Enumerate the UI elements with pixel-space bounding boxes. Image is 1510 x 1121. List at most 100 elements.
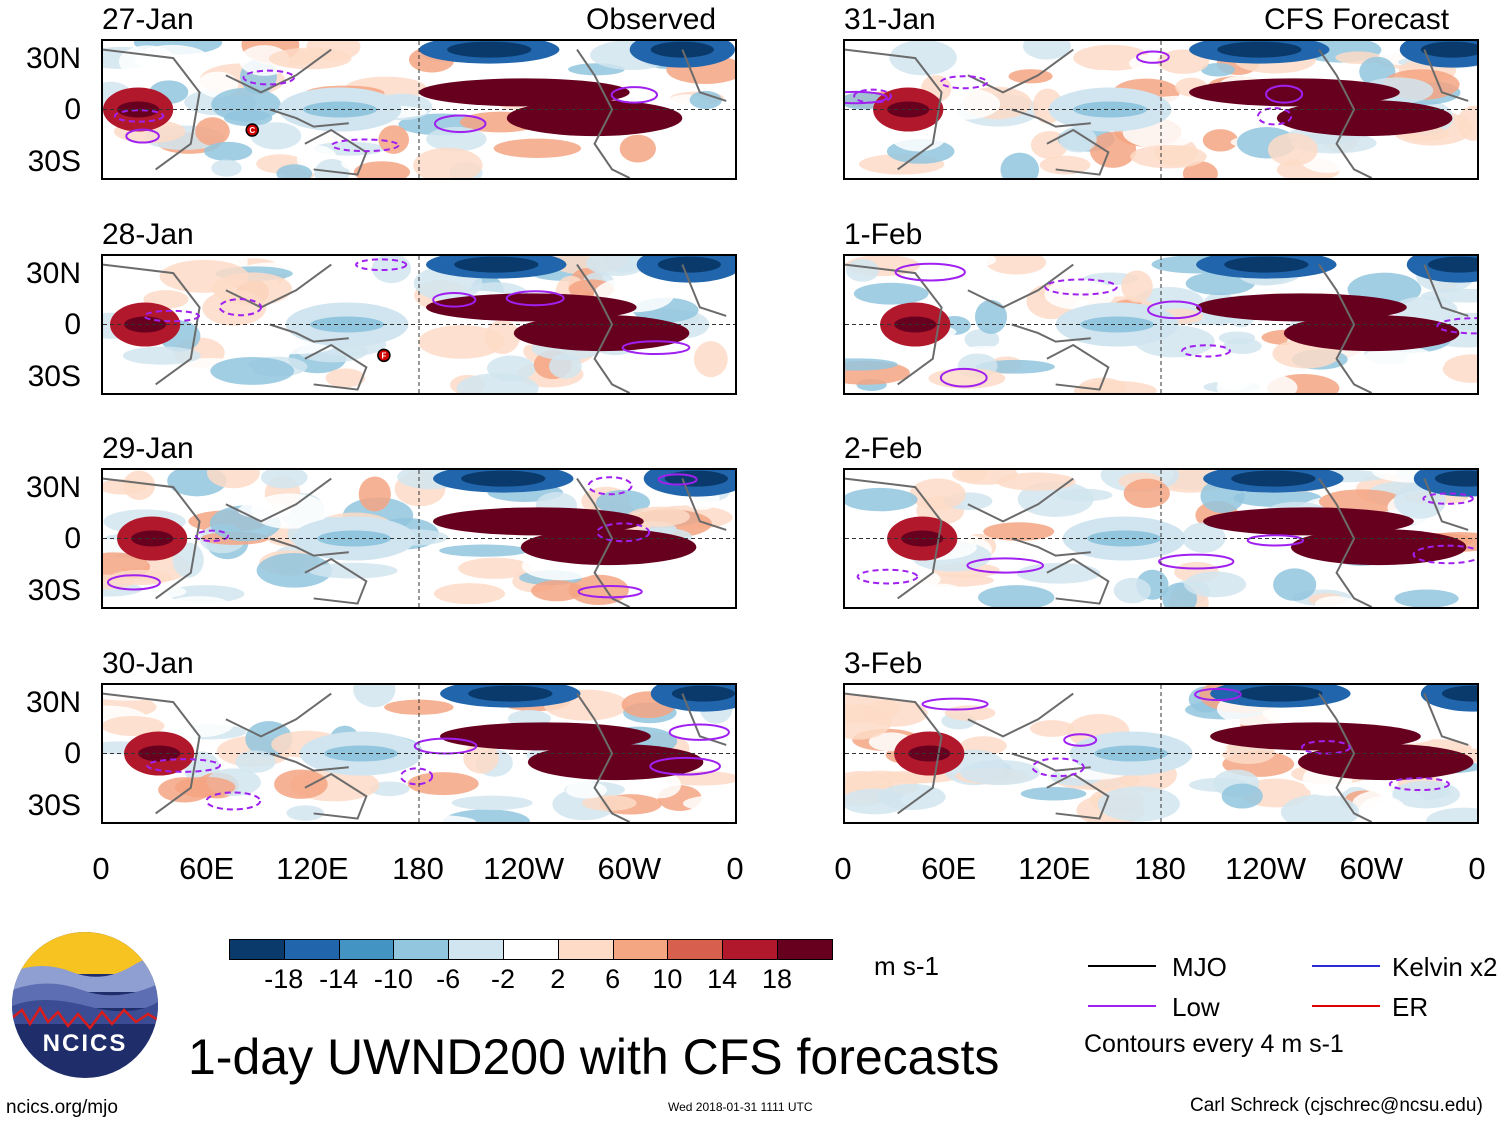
- anomaly-blob: [109, 569, 172, 586]
- low-contour: [921, 697, 989, 711]
- anomaly-blob: [103, 685, 171, 701]
- anomaly-blob: [845, 694, 900, 724]
- legend-low-label: Low: [1172, 992, 1220, 1022]
- anomaly-blob: [845, 487, 918, 512]
- coastline: [576, 477, 631, 607]
- forecast-map-panel: [843, 468, 1479, 609]
- y-tick-label: 0: [64, 308, 81, 341]
- anomaly-blob: [968, 279, 1013, 298]
- anomaly-blob: [619, 134, 656, 163]
- colorbar-swatch: [557, 939, 614, 960]
- colorbar-label: 6: [605, 964, 621, 994]
- anomaly-blob: [860, 568, 941, 591]
- low-contour: [1147, 300, 1203, 320]
- coastline: [681, 264, 727, 317]
- low-contour: [939, 367, 988, 388]
- anomaly-blob: [689, 90, 722, 110]
- x-tick-label: 60E: [179, 851, 235, 886]
- anomaly-blob: [996, 472, 1076, 491]
- low-contour: [194, 529, 230, 543]
- anomaly-blob: [1097, 786, 1180, 822]
- low-contour: [1158, 553, 1235, 570]
- anomaly-blob: [250, 493, 329, 529]
- low-contour: [1436, 317, 1477, 335]
- anomaly-blob: [250, 122, 302, 150]
- anomaly-blob: [1213, 354, 1255, 391]
- anomaly-core-inner: [468, 299, 595, 316]
- low-contour: [596, 522, 651, 543]
- wind-anomaly-map: [845, 41, 1477, 178]
- coastline: [304, 557, 368, 605]
- panel-date: 31-Jan: [844, 3, 936, 36]
- anomaly-blob: [456, 373, 539, 393]
- coastline: [967, 263, 1074, 309]
- low-contour: [657, 473, 698, 486]
- anomaly-core-inner: [1217, 41, 1302, 58]
- anomaly-blob: [451, 795, 533, 811]
- coastline: [1423, 693, 1469, 746]
- low-contour: [143, 309, 201, 323]
- anomaly-blob: [439, 544, 529, 557]
- anomaly-blob: [268, 47, 352, 70]
- coastline: [225, 477, 332, 523]
- anomaly-blob: [1318, 489, 1405, 514]
- anomaly-blob: [912, 355, 958, 369]
- colorbar-swatch: [338, 939, 395, 960]
- low-contour: [505, 290, 565, 307]
- anomaly-blob: [1222, 338, 1262, 354]
- coastline: [304, 343, 368, 391]
- coastline: [269, 323, 349, 343]
- low-contour: [649, 756, 721, 776]
- low-contour: [610, 86, 659, 104]
- coastline: [1423, 264, 1469, 317]
- coastline: [1011, 537, 1091, 557]
- anomaly-blob: [103, 803, 162, 822]
- coastline: [576, 692, 631, 822]
- anomaly-core-inner: [562, 754, 669, 771]
- anomaly-blob: [371, 256, 412, 284]
- low-contour: [1194, 687, 1242, 702]
- storm-letter: F: [381, 351, 386, 360]
- low-contour: [587, 476, 633, 496]
- anomaly-blob: [246, 338, 335, 355]
- anomaly-blob: [122, 346, 202, 365]
- anomaly-core-inner: [1231, 470, 1316, 487]
- wind-anomaly-map: [845, 256, 1477, 393]
- anomaly-blob: [1059, 126, 1097, 153]
- anomaly-core-inner: [1434, 470, 1477, 487]
- anomaly-core-inner: [475, 513, 602, 530]
- anomaly-blob: [877, 783, 946, 810]
- anomaly-blob: [1315, 596, 1356, 607]
- coastline: [269, 108, 349, 128]
- y-tick-label: 30N: [25, 257, 81, 290]
- forecast-map-panel: [843, 683, 1479, 824]
- low-contour: [218, 298, 263, 317]
- anomaly-core-inner: [461, 470, 546, 487]
- panel-date: 30-Jan: [102, 647, 194, 680]
- anomaly-blob: [1361, 346, 1439, 377]
- colorbar-label: 14: [707, 964, 738, 994]
- footer-site-link[interactable]: ncics.org/mjo: [6, 1097, 118, 1118]
- x-tick-label: 0: [1468, 851, 1486, 886]
- colorbar-label: -14: [319, 964, 359, 994]
- anomaly-blob: [276, 164, 313, 178]
- anomaly-blob: [1442, 354, 1477, 383]
- anomaly-blob: [353, 161, 411, 178]
- colorbar-swatch: [283, 939, 340, 960]
- wind-anomaly-map: [845, 685, 1477, 822]
- y-tick-label: 0: [64, 93, 81, 126]
- coastline: [1011, 323, 1091, 343]
- anomaly-blob: [211, 87, 281, 122]
- colorbar-label: -18: [264, 964, 304, 994]
- coastline: [1046, 343, 1110, 391]
- anomaly-blob: [1202, 129, 1238, 152]
- low-contour: [146, 758, 222, 773]
- colorbar-swatch: [777, 939, 833, 960]
- anomaly-core-inner: [1087, 530, 1161, 547]
- anomaly-blob: [378, 125, 410, 154]
- anomaly-blob: [1089, 131, 1137, 168]
- low-contour: [966, 557, 1045, 574]
- x-tick-label: 0: [834, 851, 852, 886]
- anomaly-blob: [944, 705, 996, 721]
- anomaly-blob: [1273, 568, 1317, 601]
